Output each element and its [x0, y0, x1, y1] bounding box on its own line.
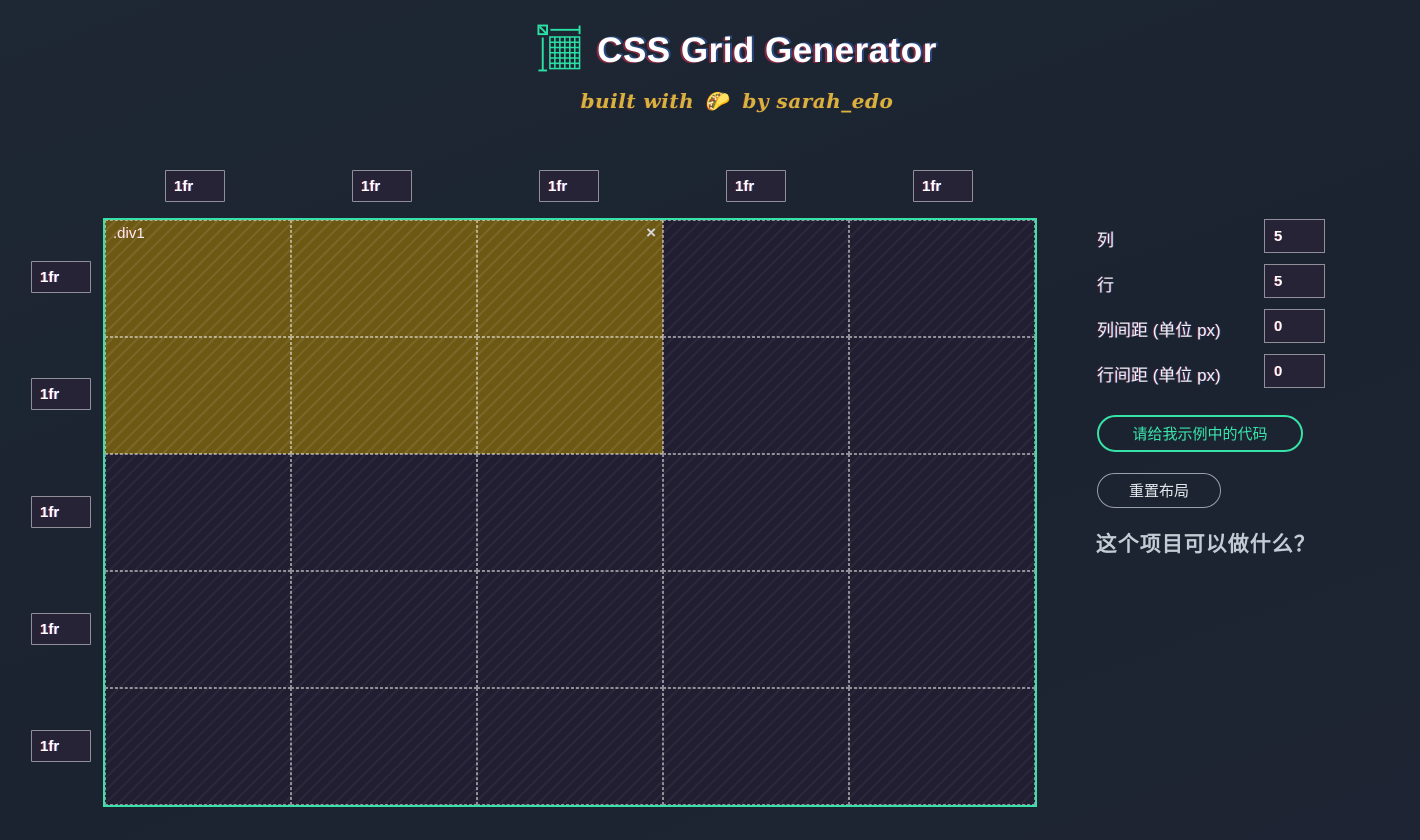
page-subtitle: built with 🌮 by sarah_edo	[581, 89, 894, 113]
column-track-input-3[interactable]	[539, 170, 599, 202]
grid-cell[interactable]	[663, 337, 849, 454]
column-track-input-2[interactable]	[352, 170, 412, 202]
grid-cell[interactable]	[105, 337, 291, 454]
close-icon[interactable]: ×	[646, 223, 656, 242]
grid-cell[interactable]	[105, 454, 291, 571]
rows-input[interactable]	[1264, 264, 1325, 298]
grid-cell[interactable]	[477, 454, 663, 571]
grid-cell[interactable]	[849, 571, 1035, 688]
row-gap-label: 行间距 (单位 px)	[1097, 366, 1221, 385]
grid-cell[interactable]	[105, 688, 291, 805]
row-track-input-5[interactable]	[31, 730, 91, 762]
row-track-input-1[interactable]	[31, 261, 91, 293]
grid-cell[interactable]	[291, 688, 477, 805]
columns-label: 列	[1097, 231, 1114, 250]
grid-cell[interactable]	[849, 337, 1035, 454]
grid-cell[interactable]	[291, 337, 477, 454]
grid-cell[interactable]	[663, 454, 849, 571]
row-gap-input[interactable]	[1264, 354, 1325, 388]
column-track-input-1[interactable]	[165, 170, 225, 202]
taco-icon: 🌮	[705, 89, 732, 113]
grid-cell[interactable]	[663, 571, 849, 688]
header-inner: CSS Grid Generator built with 🌮 by sarah…	[537, 24, 937, 113]
grid-cells	[105, 220, 1035, 805]
rows-label: 行	[1097, 276, 1114, 295]
column-track-input-4[interactable]	[726, 170, 786, 202]
row-track-input-3[interactable]	[31, 496, 91, 528]
app-header: CSS Grid Generator built with 🌮 by sarah…	[0, 24, 1420, 113]
grid-cell[interactable]	[477, 337, 663, 454]
about-link[interactable]: 这个项目可以做什么？	[1096, 531, 1316, 556]
grid-cell[interactable]	[849, 688, 1035, 805]
subtitle-prefix: built with	[580, 89, 695, 113]
get-code-button[interactable]: 请给我示例中的代码	[1097, 415, 1303, 452]
grid-cell[interactable]	[105, 571, 291, 688]
grid-cell[interactable]	[477, 220, 663, 337]
column-track-input-5[interactable]	[913, 170, 973, 202]
grid-cell[interactable]	[663, 688, 849, 805]
grid-ruler-icon	[537, 24, 581, 77]
grid-cell[interactable]	[849, 454, 1035, 571]
columns-input[interactable]	[1264, 219, 1325, 253]
grid-preview: .div1 ×	[103, 218, 1037, 807]
grid-cell[interactable]	[291, 571, 477, 688]
subtitle-suffix: by sarah_edo	[742, 89, 894, 113]
grid-cell[interactable]	[477, 571, 663, 688]
page-title: CSS Grid Generator	[597, 30, 937, 70]
reset-layout-button[interactable]: 重置布局	[1097, 473, 1221, 508]
column-gap-input[interactable]	[1264, 309, 1325, 343]
grid-cell[interactable]	[291, 220, 477, 337]
grid-cell[interactable]	[105, 220, 291, 337]
grid-cell[interactable]	[849, 220, 1035, 337]
grid-cell[interactable]	[663, 220, 849, 337]
grid-cell[interactable]	[291, 454, 477, 571]
row-track-input-4[interactable]	[31, 613, 91, 645]
grid-cell[interactable]	[477, 688, 663, 805]
row-track-input-2[interactable]	[31, 378, 91, 410]
title-row: CSS Grid Generator	[537, 24, 937, 77]
column-gap-label: 列间距 (单位 px)	[1097, 321, 1221, 340]
